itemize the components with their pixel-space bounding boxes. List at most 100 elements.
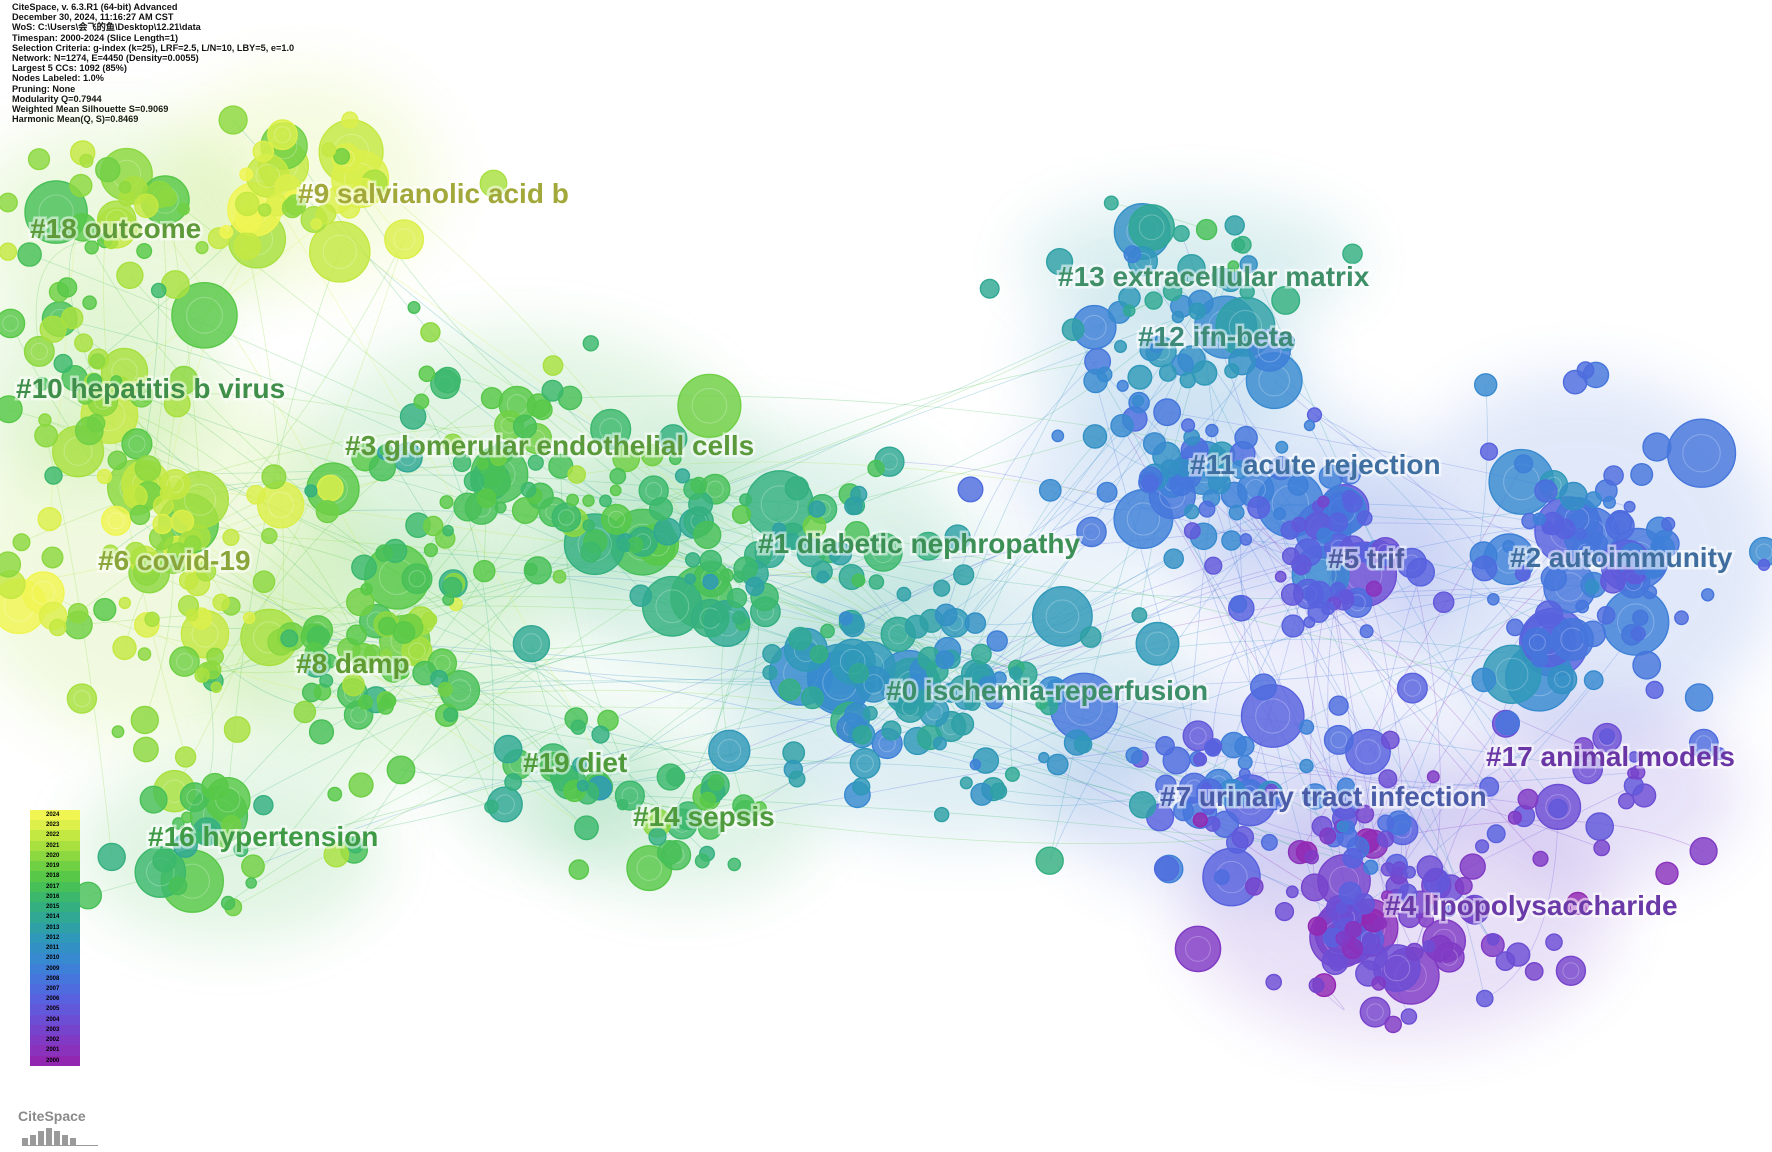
network-node[interactable]	[1307, 916, 1328, 936]
network-node[interactable]	[1574, 527, 1587, 541]
network-node[interactable]	[1153, 855, 1180, 882]
network-node[interactable]	[1712, 747, 1726, 761]
network-node[interactable]	[1198, 500, 1216, 518]
network-node[interactable]	[1532, 850, 1549, 867]
network-node[interactable]	[520, 481, 537, 498]
cluster-label[interactable]: #11 acute rejection	[1188, 447, 1444, 483]
network-node[interactable]	[542, 355, 564, 376]
network-node[interactable]	[1426, 770, 1440, 784]
network-node[interactable]	[959, 776, 973, 790]
network-node[interactable]	[1192, 450, 1207, 466]
network-node[interactable]	[732, 610, 747, 625]
network-node[interactable]	[1265, 973, 1282, 991]
network-node[interactable]	[1689, 836, 1718, 866]
network-node[interactable]	[745, 576, 765, 596]
network-node[interactable]	[27, 148, 51, 171]
network-node[interactable]	[1281, 614, 1305, 638]
network-node[interactable]	[150, 282, 167, 299]
network-node[interactable]	[1239, 533, 1253, 546]
network-node[interactable]	[133, 558, 161, 586]
network-node[interactable]	[567, 465, 587, 484]
network-node[interactable]	[1142, 432, 1167, 456]
network-node[interactable]	[1160, 791, 1175, 806]
network-node[interactable]	[1576, 361, 1595, 379]
network-node[interactable]	[1260, 833, 1278, 851]
network-node[interactable]	[1517, 788, 1539, 810]
network-node[interactable]	[531, 399, 553, 421]
network-node[interactable]	[934, 603, 958, 627]
network-node[interactable]	[118, 180, 132, 194]
network-node[interactable]	[612, 444, 641, 473]
network-node[interactable]	[69, 173, 93, 198]
network-node[interactable]	[992, 671, 1007, 686]
network-node[interactable]	[1128, 791, 1157, 819]
network-node[interactable]	[1554, 518, 1576, 540]
network-node[interactable]	[327, 786, 343, 802]
network-node[interactable]	[512, 414, 538, 439]
network-node[interactable]	[1603, 465, 1624, 486]
network-node[interactable]	[442, 524, 454, 537]
network-node[interactable]	[1373, 916, 1388, 930]
network-node[interactable]	[727, 857, 742, 872]
network-node[interactable]	[1228, 504, 1245, 521]
network-node[interactable]	[348, 772, 374, 798]
network-node[interactable]	[321, 142, 337, 158]
network-node[interactable]	[392, 442, 423, 473]
network-node[interactable]	[570, 719, 586, 735]
network-node[interactable]	[674, 468, 691, 484]
network-node[interactable]	[1271, 285, 1301, 315]
network-node[interactable]	[1046, 753, 1069, 776]
network-node[interactable]	[252, 570, 276, 594]
network-node[interactable]	[442, 576, 463, 598]
network-node[interactable]	[494, 501, 507, 514]
network-node[interactable]	[940, 682, 962, 703]
network-node[interactable]	[304, 642, 325, 662]
network-node[interactable]	[111, 725, 125, 739]
network-node[interactable]	[442, 593, 455, 606]
network-node[interactable]	[932, 736, 947, 751]
network-node[interactable]	[12, 533, 31, 552]
network-node[interactable]	[719, 568, 734, 583]
network-node[interactable]	[443, 707, 459, 723]
network-node[interactable]	[93, 597, 117, 622]
network-node[interactable]	[551, 502, 582, 533]
network-node[interactable]	[34, 376, 49, 391]
network-node[interactable]	[1202, 847, 1261, 907]
network-node[interactable]	[152, 513, 173, 535]
network-node[interactable]	[126, 220, 143, 237]
network-node[interactable]	[1162, 281, 1183, 302]
network-node[interactable]	[246, 484, 266, 505]
network-node[interactable]	[74, 333, 94, 353]
network-node[interactable]	[172, 817, 185, 830]
network-node[interactable]	[658, 424, 688, 453]
network-node[interactable]	[1172, 224, 1190, 242]
network-node[interactable]	[524, 562, 538, 577]
network-node[interactable]	[140, 391, 153, 403]
network-node[interactable]	[347, 837, 364, 854]
cluster-label[interactable]: #17 animal models	[1484, 739, 1738, 775]
network-node[interactable]	[0, 395, 23, 424]
network-node[interactable]	[1630, 625, 1646, 642]
network-node[interactable]	[480, 387, 503, 410]
network-node[interactable]	[788, 626, 812, 651]
network-node[interactable]	[1188, 302, 1206, 320]
network-node[interactable]	[527, 454, 544, 471]
network-node[interactable]	[784, 476, 810, 501]
network-node[interactable]	[352, 177, 377, 202]
network-node[interactable]	[218, 105, 248, 135]
network-node[interactable]	[881, 720, 902, 741]
network-node[interactable]	[541, 379, 564, 402]
network-node[interactable]	[23, 335, 55, 367]
network-node[interactable]	[1632, 650, 1662, 680]
network-node[interactable]	[1155, 736, 1175, 756]
network-node[interactable]	[641, 443, 664, 467]
network-node[interactable]	[1422, 939, 1436, 953]
network-node[interactable]	[1184, 504, 1200, 520]
network-node[interactable]	[1287, 474, 1309, 496]
network-node[interactable]	[423, 515, 444, 537]
network-node[interactable]	[84, 240, 99, 255]
network-node[interactable]	[130, 705, 160, 735]
network-node[interactable]	[762, 644, 782, 664]
network-node[interactable]	[1479, 442, 1499, 461]
network-node[interactable]	[67, 602, 89, 624]
